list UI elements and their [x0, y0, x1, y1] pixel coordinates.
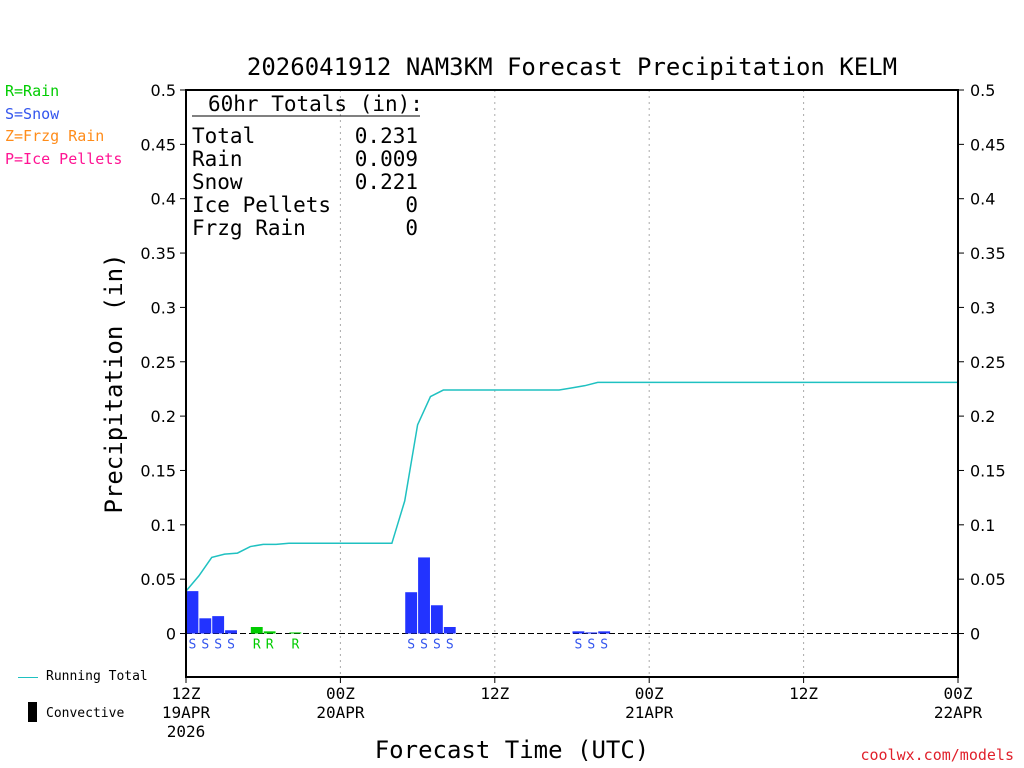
y-tick-label-right: 0: [970, 625, 980, 644]
x-axis-label: Forecast Time (UTC): [375, 736, 650, 764]
precip-type-label: S: [446, 638, 454, 653]
precip-bar-h20: [443, 626, 456, 634]
y-tick-label-right: 0.3: [970, 298, 995, 317]
precip-type-label: S: [575, 638, 583, 653]
y-tick-label-right: 0.05: [970, 570, 1006, 589]
precip-type-label: S: [420, 638, 428, 653]
y-tick-label-left: 0.4: [151, 190, 176, 209]
totals-row-value: 0.009: [355, 147, 418, 171]
y-tick-label-right: 0.2: [970, 407, 995, 426]
convective-swatch: [28, 702, 37, 722]
y-tick-label-right: 0.45: [970, 135, 1006, 154]
y-tick-label-left: 0: [166, 625, 176, 644]
y-tick-label-left: 0.2: [151, 407, 176, 426]
totals-header: 60hr Totals (in):: [208, 92, 423, 116]
grid-lines: [186, 90, 958, 677]
x-tick-label: 2026: [167, 722, 206, 741]
plot-border: [185, 89, 959, 678]
precip-type-label: S: [189, 638, 197, 653]
precip-bar-h1: [199, 618, 212, 634]
totals-row-value: 0.231: [355, 124, 418, 148]
precip-bar-h30: [572, 631, 585, 634]
precip-type-label: R: [266, 638, 274, 653]
totals-row-value: 0: [405, 216, 418, 240]
plot-frame: [185, 89, 959, 678]
x-tick-label: 12Z: [789, 684, 818, 703]
totals-row-label: Total: [192, 124, 255, 148]
y-axis-left-ticks: 0 0.05 0.1 0.15 0.2 0.25 0.3 0.35 0.4 0.45 0.5: [140, 81, 186, 644]
y-tick-label-left: 0.35: [140, 244, 176, 263]
precip-type-label: R: [291, 638, 299, 653]
precip-type-label: S: [587, 638, 595, 653]
y-tick-label-left: 0.1: [151, 516, 176, 535]
precip-bar-h31: [585, 632, 598, 634]
precip-bar-h32: [598, 631, 611, 634]
precip-bar-h17: [405, 592, 418, 634]
y-tick-label-right: 0.25: [970, 353, 1006, 372]
precip-bar-h18: [418, 557, 430, 634]
precip-bar-h2: [212, 616, 225, 634]
precip-type-label: S: [433, 638, 441, 653]
totals-row-value: 0: [405, 193, 418, 217]
x-tick-label: 00Z: [635, 684, 664, 703]
precip-type-label: S: [600, 638, 608, 653]
precip-bar-h5: [250, 626, 263, 634]
running-total-legend: Running Total: [18, 669, 188, 687]
legend-ice-pellets: P=Ice Pellets: [5, 150, 123, 168]
y-tick-label-right: 0.15: [970, 461, 1006, 480]
y-tick-label-left: 0.25: [140, 353, 176, 372]
precip-bar-h19: [430, 605, 443, 634]
x-tick-label: 00Z: [944, 684, 973, 703]
precip-bar-h0: [186, 591, 199, 634]
precip-type-label: S: [201, 638, 209, 653]
precip-bar-h6: [263, 631, 276, 634]
running-total-layer: [185, 381, 958, 592]
chart-title: 2026041912 NAM3KM Forecast Precipitation…: [247, 53, 897, 81]
y-tick-label-left: 0.15: [140, 461, 176, 480]
totals-row-label: Snow: [192, 170, 243, 194]
y-tick-label-left: 0.45: [140, 135, 176, 154]
running-total-label: Running Total: [46, 669, 148, 684]
totals-row-label: Ice Pellets: [192, 193, 331, 217]
totals-table: 60hr Totals (in): Total 0.231 Rain 0.009 Snow…: [192, 92, 423, 240]
convective-label: Convective: [46, 706, 125, 721]
legend-rain: R=Rain: [5, 82, 60, 100]
totals-row-label: Rain: [192, 147, 243, 171]
y-tick-label-right: 0.4: [970, 190, 995, 209]
x-tick-label: 12Z: [172, 684, 201, 703]
y-tick-label-left: 0.5: [151, 81, 176, 100]
y-tick-label-right: 0.5: [970, 81, 995, 100]
running-total-line: [185, 381, 958, 592]
y-axis-label: Precipitation (in): [100, 253, 128, 513]
y-tick-label-left: 0.3: [151, 298, 176, 317]
x-tick-label: 21APR: [625, 703, 674, 722]
precip-bar-h8: [289, 632, 302, 634]
credit-link[interactable]: coolwx.com/models: [860, 746, 1014, 764]
precip-type-label: S: [407, 638, 415, 653]
legend-snow: S=Snow: [5, 105, 60, 123]
precip-type-label: S: [214, 638, 222, 653]
x-tick-label: 12Z: [480, 684, 509, 703]
precip-bar-h3: [225, 630, 237, 634]
totals-row-value: 0.221: [355, 170, 418, 194]
running-total-swatch: [18, 677, 38, 678]
precip-type-label: R: [253, 638, 261, 653]
x-tick-label: 19APR: [162, 703, 211, 722]
y-tick-label-left: 0.05: [140, 570, 176, 589]
y-axis-right-ticks: 0 0.05 0.1 0.15 0.2 0.25 0.3 0.35 0.4 0.45 0.5: [958, 81, 1006, 644]
y-tick-label-right: 0.35: [970, 244, 1006, 263]
x-tick-label: 20APR: [316, 703, 365, 722]
x-tick-label: 22APR: [934, 703, 983, 722]
y-tick-label-right: 0.1: [970, 516, 995, 535]
precip-type-label: S: [227, 638, 235, 653]
convective-legend: Convective: [18, 700, 188, 724]
totals-row-label: Frzg Rain: [192, 216, 306, 240]
legend-freezing-rain: Z=Frzg Rain: [5, 127, 105, 145]
x-tick-label: 00Z: [326, 684, 355, 703]
